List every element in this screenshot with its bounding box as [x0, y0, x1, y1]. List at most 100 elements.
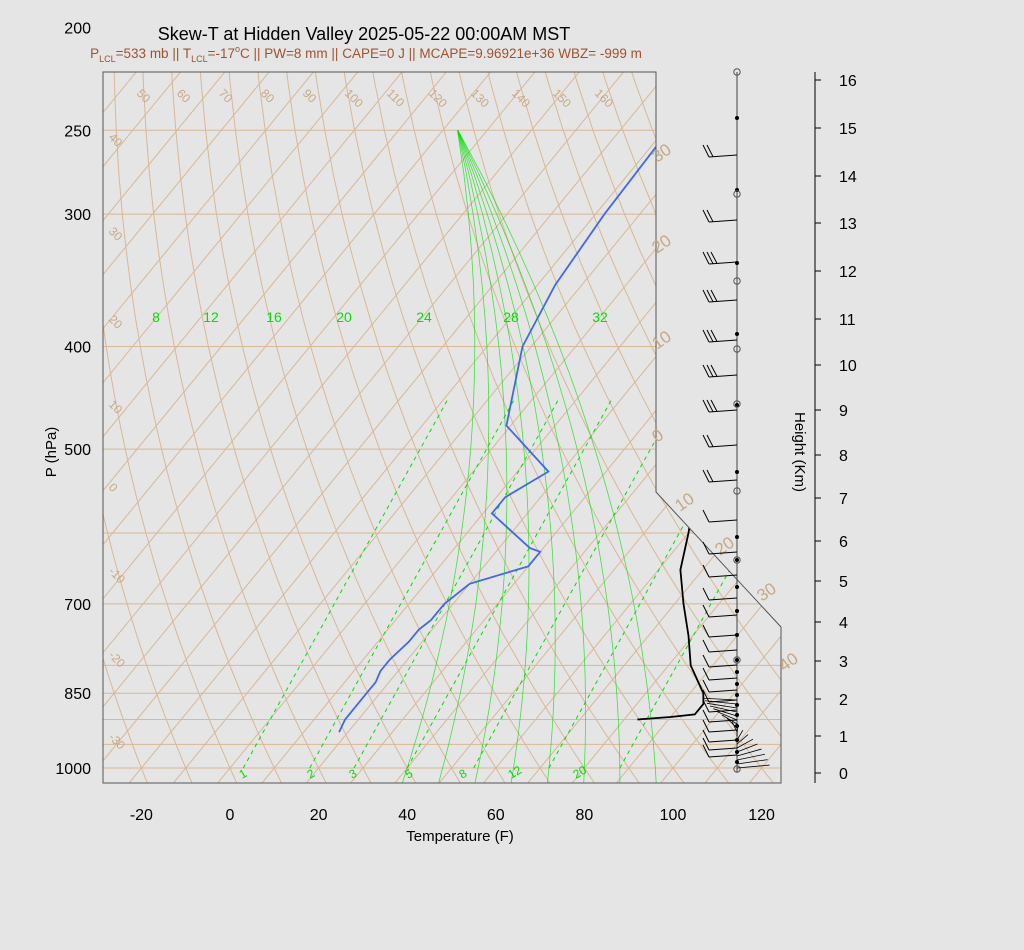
- wind-barb-low: [736, 753, 765, 761]
- dry-adiabat: [345, 72, 690, 783]
- height-tick-label: 0: [839, 766, 848, 783]
- wind-barb-flag: [702, 624, 710, 638]
- wind-barb-low: [736, 734, 749, 745]
- wind-barb-flag: [702, 289, 710, 303]
- wind-barb-shaft: [708, 551, 738, 555]
- wind-barb-flag: [702, 469, 710, 483]
- wind-barb-flag: [702, 744, 710, 758]
- dry-adiabat: [367, 72, 735, 783]
- wind-barb-shaft: [708, 519, 738, 523]
- wind-barb-shaft: [708, 261, 738, 265]
- wind-barb-shaft: [708, 409, 738, 413]
- isotherm-line: [103, 72, 302, 783]
- isotherm-line: [432, 72, 781, 783]
- isotherm-line: [388, 72, 781, 783]
- plot-frame: [102, 71, 782, 784]
- isotherm-left-label: 10: [106, 397, 126, 417]
- dry-adiabat: [459, 72, 781, 783]
- isotherm-line: [211, 72, 781, 783]
- wind-barb-shaft: [708, 597, 738, 601]
- temperature-tick-label: 20: [310, 807, 328, 824]
- height-tick-label: 12: [839, 264, 857, 281]
- isotherm-top-label: 120: [426, 86, 450, 110]
- dry-adiabat: [141, 72, 331, 783]
- isotherm-right-label: 10: [648, 327, 674, 353]
- wind-barb-shaft: [708, 754, 738, 758]
- wind-barb-shaft: [708, 479, 738, 483]
- pressure-tick-label: 200: [64, 21, 91, 38]
- isotherm-right-label: 40: [775, 649, 801, 675]
- wind-level-dot: [735, 558, 739, 562]
- dry-adiabat: [689, 72, 781, 783]
- wind-barb-low: [706, 702, 738, 709]
- wind-barb-flag: [702, 709, 710, 723]
- moist-adiabat: [436, 130, 490, 783]
- chart-title: Skew-T at Hidden Valley 2025-05-22 00:00…: [158, 24, 571, 44]
- moist-adiabat: [457, 130, 657, 783]
- wind-barb-flag: [702, 434, 710, 448]
- mixing-ratio-layer: [242, 130, 781, 783]
- wind-barb-shaft: [708, 574, 738, 578]
- wind-barb-low: [709, 705, 738, 713]
- wind-level-dot: [735, 332, 739, 336]
- temperature-tick-label: 60: [487, 807, 505, 824]
- moist-adiabat: [457, 130, 530, 783]
- temperature-trace: [637, 72, 781, 721]
- wind-barb-flag: [702, 667, 710, 681]
- wind-barb-low: [736, 759, 768, 765]
- wind-barb-low: [736, 738, 754, 749]
- height-tick-label: 11: [839, 312, 856, 329]
- height-tick-label: 15: [839, 121, 857, 138]
- wind-barb-flag: [702, 679, 710, 693]
- dry-adiabat: [666, 72, 781, 783]
- isotherm-left-label: 40: [106, 130, 126, 150]
- isotherm-line: [103, 72, 568, 783]
- wind-barb-flag: [702, 587, 710, 601]
- height-tick-label: 8: [839, 448, 848, 465]
- isotherm-top-label: 90: [300, 86, 320, 106]
- wind-level-dot: [735, 670, 739, 674]
- isotherm-line: [521, 72, 781, 783]
- height-tick-label: 2: [839, 692, 848, 709]
- wind-level-dot: [735, 609, 739, 613]
- wind-profile: [702, 68, 770, 773]
- isotherm-line: [103, 72, 701, 783]
- wind-barb-flag: [702, 509, 710, 523]
- wind-barb-flag: [706, 434, 714, 447]
- wind-level-dot: [735, 713, 739, 717]
- wind-level-dot: [735, 585, 739, 589]
- mixing-ratio-top-label: 28: [503, 309, 519, 325]
- wind-barb-flag: [702, 729, 710, 743]
- moist-adiabat: [457, 130, 508, 783]
- wind-barb-shaft: [708, 374, 738, 378]
- wind-barb-shaft: [708, 634, 738, 638]
- wind-level-dot: [735, 724, 739, 728]
- isotherm-line: [103, 72, 258, 783]
- dry-adiabat: [574, 72, 781, 783]
- wind-level-dot: [735, 693, 739, 697]
- wind-barb-low: [736, 725, 738, 737]
- wind-level-ring: [733, 765, 741, 773]
- isotherm-line: [103, 72, 612, 783]
- wind-barb-low: [717, 711, 738, 721]
- x-axis-label: Temperature (F): [406, 828, 514, 845]
- height-tick-label: 9: [839, 403, 848, 420]
- isotherm-right-label: 30: [648, 140, 674, 166]
- dry-adiabat: [711, 72, 781, 783]
- wind-barb-low: [736, 764, 770, 769]
- dry-adiabat: [528, 72, 781, 783]
- wind-barb-flag: [706, 469, 714, 482]
- wind-barb-flag: [702, 364, 710, 378]
- wind-barb-flag: [706, 251, 714, 264]
- isotherm-line: [103, 72, 781, 783]
- wind-barb-low: [703, 697, 738, 701]
- mixing-ratio-bottom-label: 20: [571, 763, 590, 782]
- isotherm-right-label: 20: [711, 533, 737, 559]
- wind-barb-flag: [706, 209, 714, 222]
- dry-adiabat: [436, 72, 781, 783]
- isotherm-line: [255, 72, 781, 783]
- wind-barb-shaft: [708, 729, 738, 733]
- wind-barb-shaft: [708, 299, 738, 303]
- isotherm-left-label: -20: [106, 648, 128, 670]
